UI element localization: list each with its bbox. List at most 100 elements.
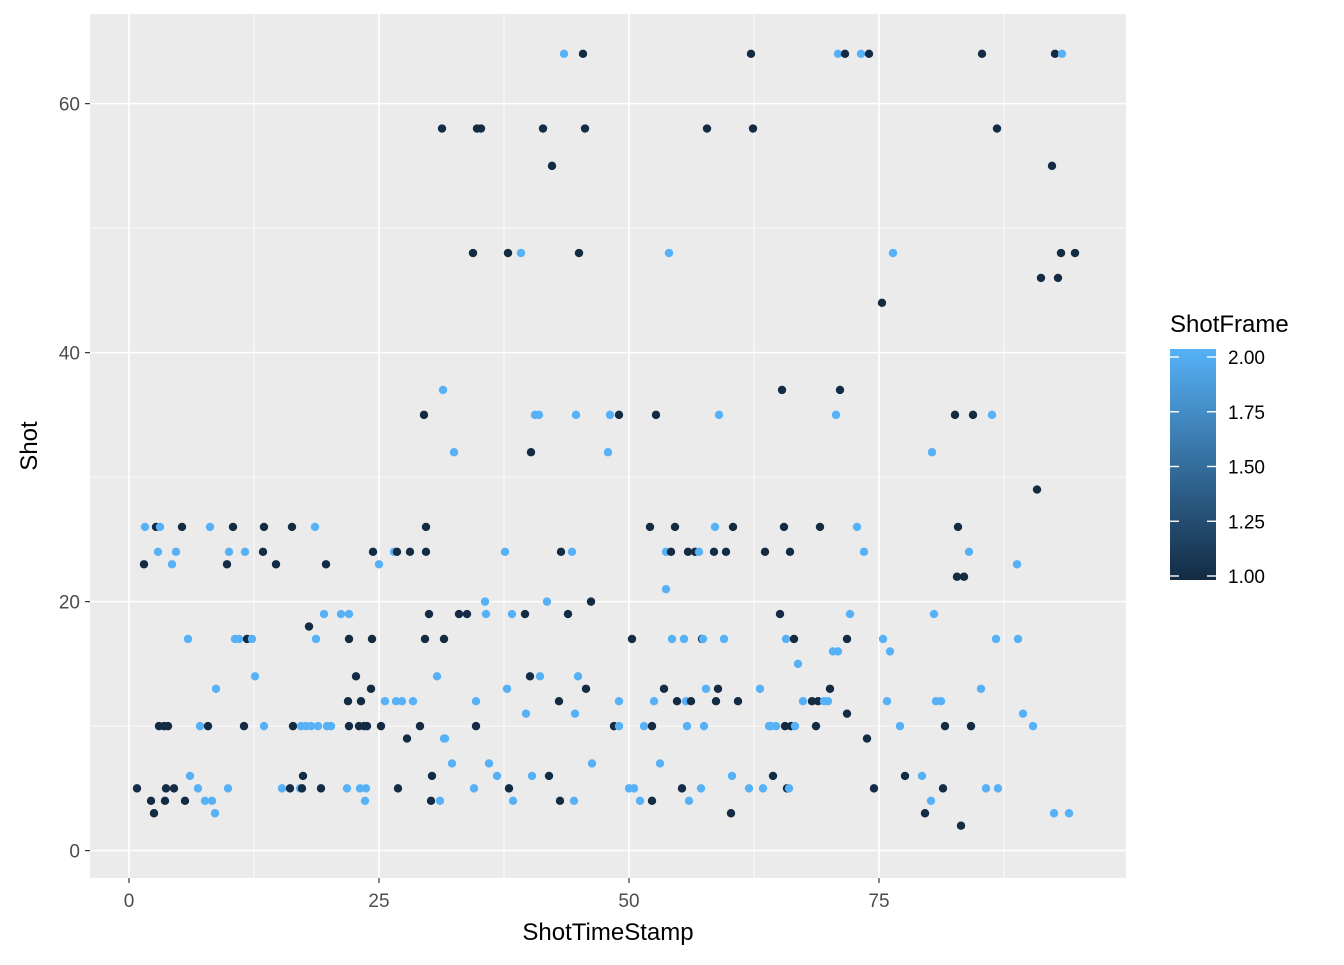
data-point (1057, 49, 1067, 59)
data-point (298, 771, 308, 781)
data-point (781, 634, 791, 644)
data-point (639, 721, 649, 731)
data-point (311, 634, 321, 644)
data-point (471, 697, 481, 706)
data-point (222, 560, 232, 569)
data-point (823, 697, 833, 706)
data-point (480, 597, 490, 606)
colorbar (1170, 349, 1216, 580)
data-point (710, 522, 720, 532)
data-point (940, 721, 950, 731)
data-point (859, 547, 869, 557)
data-point (1018, 709, 1028, 718)
data-point (569, 796, 579, 806)
data-point (768, 771, 778, 781)
legend-label: 1.25 (1228, 512, 1265, 533)
data-point (271, 560, 281, 569)
data-point (987, 410, 997, 420)
data-point (171, 547, 181, 557)
data-point (683, 547, 693, 557)
data-point (815, 522, 825, 532)
x-tick-label: 0 (124, 891, 135, 912)
data-point (344, 609, 354, 619)
data-point (1032, 485, 1042, 494)
data-point (702, 124, 712, 133)
data-point (1036, 273, 1046, 283)
data-point (726, 809, 736, 818)
data-point (709, 547, 719, 557)
data-point (885, 647, 895, 656)
data-point (504, 784, 514, 793)
legend-label: 1.50 (1228, 458, 1265, 479)
data-point (207, 796, 217, 806)
data-point (573, 672, 583, 681)
data-point (205, 522, 215, 532)
data-point (183, 634, 193, 644)
data-point (211, 684, 221, 693)
data-point (149, 809, 159, 818)
data-point (746, 49, 756, 59)
data-point (250, 672, 260, 681)
data-point (670, 522, 680, 532)
data-point (239, 721, 249, 731)
data-point (780, 721, 790, 731)
data-point (153, 547, 163, 557)
data-point (842, 634, 852, 644)
data-point (355, 784, 365, 793)
data-point (247, 634, 257, 644)
data-point (686, 697, 696, 706)
data-point (421, 547, 431, 557)
data-point (427, 771, 437, 781)
data-point (667, 634, 677, 644)
data-point (711, 697, 721, 706)
data-point (376, 721, 386, 731)
data-point (614, 410, 624, 420)
data-point (343, 697, 353, 706)
legend-label: 2.00 (1228, 348, 1265, 369)
data-point (391, 697, 401, 706)
data-point (234, 634, 244, 644)
y-axis: 0 20 40 60 (59, 95, 90, 863)
data-point (155, 522, 165, 532)
data-point (798, 697, 808, 706)
data-point (1050, 49, 1060, 59)
data-point (852, 522, 862, 532)
data-point (733, 697, 743, 706)
data-point (542, 597, 552, 606)
data-point (368, 547, 378, 557)
data-point (559, 49, 569, 59)
data-point (831, 410, 841, 420)
data-point (758, 784, 768, 793)
data-point (833, 49, 843, 59)
data-point (438, 385, 448, 395)
data-point (760, 547, 770, 557)
data-point (344, 721, 354, 731)
x-tick-label: 25 (368, 891, 389, 912)
data-point (380, 697, 390, 706)
data-point (534, 410, 544, 420)
data-point (578, 49, 588, 59)
data-point (1056, 248, 1066, 258)
data-point (500, 547, 510, 557)
data-point (316, 784, 326, 793)
data-point (900, 771, 910, 781)
data-point (469, 784, 479, 793)
data-point (1047, 161, 1057, 171)
data-point (277, 784, 287, 793)
data-point (952, 572, 962, 581)
data-point (360, 796, 370, 806)
legend-label: 1.75 (1228, 403, 1265, 424)
data-point (1049, 809, 1059, 818)
x-tick-label: 75 (868, 891, 889, 912)
data-point (342, 784, 352, 793)
data-point (679, 634, 689, 644)
data-point (167, 560, 177, 569)
data-point (682, 721, 692, 731)
data-point (856, 49, 866, 59)
data-point (840, 49, 850, 59)
data-point (193, 784, 203, 793)
data-point (525, 672, 535, 681)
data-point (869, 784, 879, 793)
data-point (454, 609, 464, 619)
data-point (440, 734, 450, 743)
